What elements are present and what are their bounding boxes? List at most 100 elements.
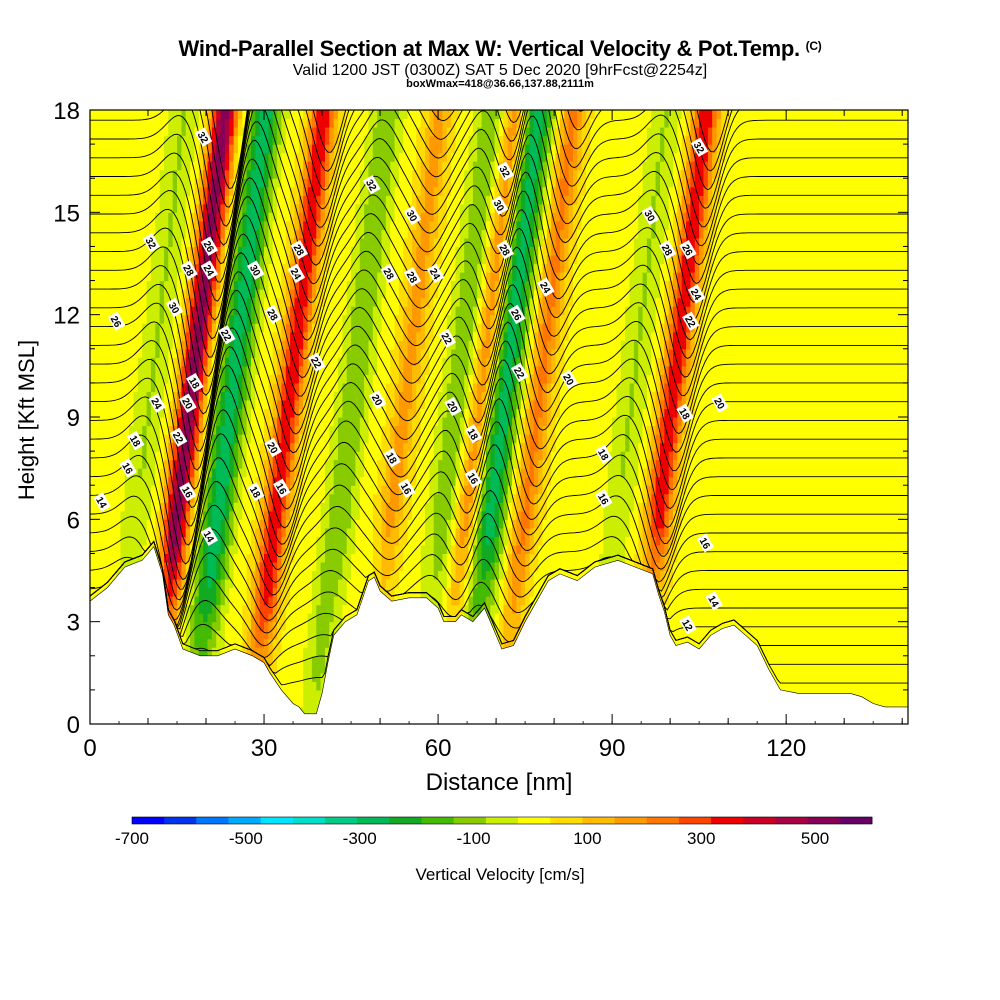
velocity-cell bbox=[172, 536, 178, 546]
velocity-cell bbox=[242, 562, 248, 572]
velocity-cell bbox=[259, 135, 265, 145]
velocity-cell bbox=[159, 382, 165, 392]
velocity-cell bbox=[311, 212, 317, 222]
velocity-cell bbox=[333, 263, 339, 273]
velocity-cell bbox=[316, 220, 322, 230]
velocity-cell bbox=[111, 527, 117, 537]
velocity-cell bbox=[242, 357, 248, 367]
velocity-cell bbox=[290, 127, 296, 137]
velocity-cell bbox=[137, 212, 143, 222]
velocity-cell bbox=[259, 195, 265, 205]
velocity-cell bbox=[155, 425, 161, 435]
velocity-cell bbox=[224, 195, 230, 205]
velocity-cell bbox=[329, 613, 335, 623]
velocity-cell bbox=[237, 297, 243, 307]
velocity-cell bbox=[107, 357, 113, 367]
velocity-cell bbox=[281, 536, 287, 546]
velocity-cell bbox=[146, 340, 152, 350]
velocity-cell bbox=[355, 178, 361, 188]
velocity-cell bbox=[338, 536, 343, 546]
velocity-cell bbox=[142, 408, 148, 418]
velocity-cell bbox=[111, 169, 117, 179]
velocity-cell bbox=[133, 323, 139, 333]
velocity-cell bbox=[164, 323, 169, 333]
velocity-cell bbox=[177, 152, 182, 162]
velocity-cell bbox=[385, 118, 391, 128]
velocity-cell bbox=[111, 502, 117, 512]
velocity-cell bbox=[255, 587, 261, 597]
velocity-cell bbox=[281, 630, 287, 640]
velocity-cell bbox=[146, 246, 152, 256]
velocity-cell bbox=[329, 468, 335, 478]
velocity-cell bbox=[237, 553, 243, 563]
velocity-cell bbox=[164, 110, 169, 120]
velocity-cell bbox=[146, 229, 152, 239]
velocity-cell bbox=[255, 203, 261, 213]
velocity-cell bbox=[307, 186, 313, 196]
velocity-cell bbox=[142, 527, 148, 537]
velocity-cell bbox=[164, 144, 169, 154]
velocity-cell bbox=[146, 272, 152, 282]
velocity-cell bbox=[277, 655, 283, 665]
velocity-cell bbox=[277, 519, 283, 529]
velocity-cell bbox=[237, 587, 243, 597]
velocity-cell bbox=[303, 562, 309, 572]
velocity-cell bbox=[172, 621, 178, 631]
velocity-cell bbox=[290, 655, 296, 665]
velocity-cell bbox=[251, 451, 256, 461]
velocity-cell bbox=[242, 229, 248, 239]
velocity-cell bbox=[190, 647, 196, 657]
velocity-cell bbox=[216, 579, 222, 589]
velocity-cell bbox=[290, 451, 296, 461]
velocity-cell bbox=[290, 647, 296, 657]
velocity-cell bbox=[368, 459, 374, 469]
velocity-cell bbox=[220, 220, 226, 230]
velocity-cell bbox=[359, 246, 365, 256]
velocity-cell bbox=[264, 527, 269, 537]
velocity-cell bbox=[351, 314, 357, 324]
velocity-cell bbox=[316, 417, 322, 427]
velocity-cell bbox=[168, 425, 174, 435]
velocity-cell bbox=[342, 186, 348, 196]
velocity-cell bbox=[364, 459, 370, 469]
velocity-cell bbox=[185, 527, 191, 537]
velocity-cell bbox=[233, 144, 239, 154]
velocity-cell bbox=[211, 604, 217, 614]
velocity-cell bbox=[346, 255, 352, 265]
velocity-cell bbox=[342, 212, 348, 222]
velocity-cell bbox=[381, 468, 387, 478]
velocity-cell bbox=[259, 314, 265, 324]
velocity-cell bbox=[364, 408, 370, 418]
velocity-cell bbox=[316, 306, 322, 316]
velocity-cell bbox=[237, 365, 243, 375]
velocity-cell bbox=[107, 272, 113, 282]
velocity-cell bbox=[251, 391, 256, 401]
velocity-cell bbox=[133, 127, 139, 137]
velocity-cell bbox=[281, 408, 287, 418]
velocity-cell bbox=[281, 493, 287, 503]
velocity-cell bbox=[150, 161, 156, 171]
velocity-cell bbox=[229, 587, 235, 597]
velocity-cell bbox=[359, 468, 365, 478]
velocity-cell bbox=[103, 220, 109, 230]
velocity-cell bbox=[150, 272, 156, 282]
velocity-cell bbox=[133, 374, 139, 384]
velocity-cell bbox=[133, 118, 139, 128]
velocity-cell bbox=[137, 391, 143, 401]
velocity-cell bbox=[255, 152, 261, 162]
velocity-cell bbox=[377, 562, 383, 572]
velocity-cell bbox=[124, 323, 130, 333]
velocity-cell bbox=[194, 638, 200, 648]
velocity-cell bbox=[259, 297, 265, 307]
velocity-cell bbox=[290, 493, 296, 503]
velocity-cell bbox=[98, 178, 104, 188]
velocity-cell bbox=[98, 468, 104, 478]
velocity-cell bbox=[268, 289, 274, 299]
velocity-cell bbox=[268, 118, 274, 128]
velocity-cell bbox=[107, 442, 113, 452]
velocity-cell bbox=[368, 485, 374, 495]
velocity-cell bbox=[346, 323, 352, 333]
velocity-cell bbox=[224, 613, 230, 623]
velocity-cell bbox=[172, 289, 178, 299]
velocity-cell bbox=[351, 382, 357, 392]
